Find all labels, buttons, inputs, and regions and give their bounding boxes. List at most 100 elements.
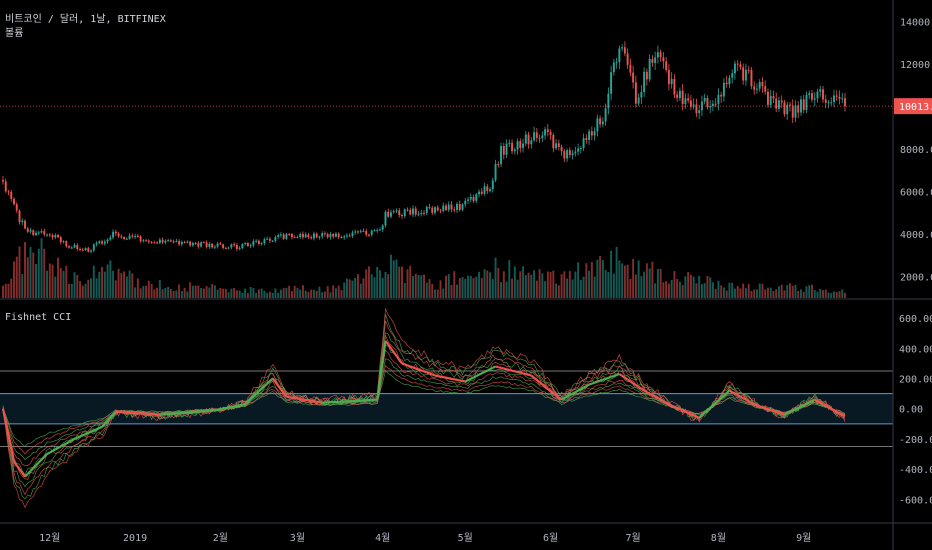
- cci-main-segment: [742, 397, 747, 401]
- volume-bar: [169, 288, 172, 298]
- candle-body: [175, 241, 178, 243]
- volume-bar: [387, 274, 390, 298]
- volume-bar: [610, 250, 613, 298]
- volume-bar: [24, 242, 26, 298]
- volume-bar: [467, 275, 469, 298]
- cci-main-segment: [404, 363, 408, 367]
- volume-bar: [282, 288, 285, 298]
- volume-bar: [257, 289, 260, 298]
- candle-body: [805, 94, 808, 111]
- candle-body: [835, 95, 838, 97]
- cci-main-segment: [85, 431, 89, 436]
- volume-bar: [161, 289, 164, 298]
- volume-bar: [717, 280, 720, 298]
- volume-bar: [549, 271, 552, 298]
- cci-main-segment: [773, 410, 777, 414]
- candle-body: [340, 236, 343, 238]
- volume-bar: [489, 272, 492, 298]
- candle-body: [678, 90, 681, 98]
- volume-bar: [568, 271, 571, 298]
- volume-bar: [833, 291, 835, 298]
- candle-body: [747, 69, 750, 71]
- candle-body: [260, 243, 263, 245]
- cci-main-segment: [231, 405, 235, 409]
- cci-main-segment: [98, 425, 103, 430]
- volume-bar: [612, 273, 615, 298]
- volume-bar: [252, 288, 255, 298]
- cci-main-segment: [673, 405, 678, 410]
- candle-body: [13, 198, 15, 205]
- candle-body: [736, 63, 739, 65]
- candle-body: [632, 72, 635, 83]
- cci-main-segment: [781, 412, 785, 416]
- cci-main-segment: [563, 395, 568, 400]
- candle-body: [326, 234, 329, 238]
- cci-main-segment: [660, 398, 664, 403]
- volume-bar: [566, 278, 569, 298]
- candle-body: [398, 210, 401, 216]
- candle-body: [692, 104, 695, 107]
- cci-main-segment: [638, 386, 642, 390]
- volume-bar: [194, 285, 197, 298]
- candle-body: [475, 194, 478, 201]
- volume-bar: [191, 285, 194, 298]
- cci-main-segment: [803, 402, 807, 407]
- cci-main-segment: [236, 404, 240, 407]
- volume-bar: [662, 282, 665, 298]
- volume-bar: [90, 278, 93, 298]
- volume-bar: [582, 276, 585, 298]
- volume-bar: [103, 271, 106, 298]
- candle-body: [596, 118, 599, 132]
- volume-bar: [643, 271, 646, 298]
- cci-main-segment: [32, 464, 37, 469]
- time-tick-label: 8월: [711, 532, 726, 544]
- volume-bar: [830, 293, 833, 298]
- candle-body: [43, 231, 46, 235]
- volume-bar: [54, 276, 57, 298]
- volume-bar: [436, 289, 439, 298]
- volume-bar: [588, 270, 591, 298]
- candle-body: [607, 93, 610, 109]
- candle-body: [362, 230, 365, 232]
- cci-main-segment: [687, 411, 692, 416]
- cci-main-segment: [596, 379, 601, 383]
- candle-body: [139, 236, 142, 242]
- cci-tick-label: 0.00: [899, 405, 923, 416]
- candle-body: [345, 235, 348, 237]
- candle-body: [37, 232, 40, 234]
- cci-main-segment: [725, 389, 731, 394]
- candle-body: [186, 241, 189, 243]
- cci-main-segment: [90, 429, 95, 433]
- volume-bar: [112, 270, 115, 298]
- volume-bar: [233, 287, 236, 298]
- volume-bar: [186, 291, 189, 298]
- candle-body: [101, 241, 104, 244]
- candle-body: [68, 246, 71, 248]
- volume-bar: [92, 265, 95, 298]
- candle-body: [373, 230, 376, 232]
- volume-bar: [246, 293, 249, 298]
- cci-main-segment: [255, 390, 260, 395]
- volume-bar: [472, 278, 475, 298]
- volume-bar: [673, 271, 676, 298]
- volume-bar: [213, 285, 216, 298]
- volume-bar: [312, 289, 315, 298]
- cci-main-segment: [822, 403, 827, 407]
- volume-bar: [134, 287, 137, 298]
- candle-body: [541, 135, 544, 139]
- time-tick-label: 5월: [458, 532, 473, 544]
- volume-bar: [676, 278, 679, 298]
- volume-bar: [780, 284, 783, 298]
- candle-body: [557, 143, 560, 147]
- volume-bar: [13, 261, 15, 298]
- cci-main-segment: [15, 464, 21, 470]
- volume-bar: [235, 290, 238, 298]
- cci-main-segment: [794, 406, 799, 411]
- volume-bar: [120, 273, 123, 298]
- cci-main-segment: [552, 392, 557, 397]
- volume-bar: [365, 269, 368, 298]
- volume-bar: [106, 264, 109, 298]
- volume-bar: [167, 286, 170, 298]
- volume-bar: [321, 292, 324, 298]
